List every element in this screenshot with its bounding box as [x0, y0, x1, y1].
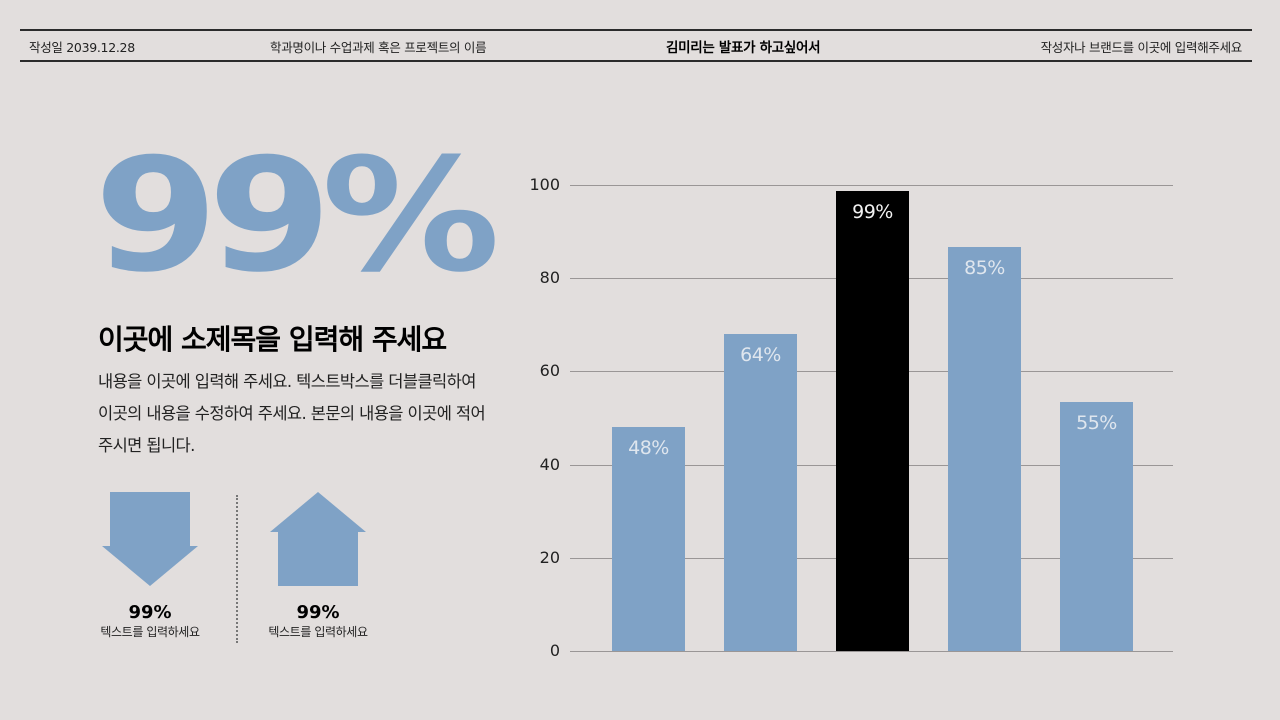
header-date: 작성일 2039.12.28 [29, 40, 135, 55]
bar-value-label: 99% [852, 201, 893, 224]
y-axis-tick-label: 80 [539, 268, 560, 288]
chart-bar[interactable]: 64% [724, 334, 797, 651]
bar-value-label: 55% [1076, 412, 1117, 435]
bar-value-label: 85% [964, 256, 1005, 279]
bar-value-label: 48% [628, 437, 669, 460]
house-arrow-up-icon [248, 490, 388, 602]
hero-body-text: 내용을 이곳에 입력해 주세요. 텍스트박스를 더블클릭하여 이곳의 내용을 수… [98, 372, 486, 455]
hero-big-number: 99% [94, 125, 500, 308]
stat-card-down: 99% 텍스트를 입력하세요 [80, 490, 220, 640]
header-author: 작성자나 브랜드를 이곳에 입력해주세요 [1040, 40, 1243, 55]
stat-card-up: 99% 텍스트를 입력하세요 [248, 490, 388, 640]
stat-value: 99% [296, 602, 340, 623]
y-axis-tick-label: 0 [549, 641, 560, 660]
stat-divider [236, 495, 238, 643]
header-course-name: 학과명이나 수업과제 혹은 프로젝트의 이름 [270, 40, 487, 55]
y-axis-tick-label: 20 [539, 547, 560, 567]
arrow-down-icon [80, 490, 220, 602]
bar-value-label: 64% [740, 344, 781, 367]
y-axis-tick-label: 40 [539, 454, 560, 474]
chart-bar[interactable]: 48% [612, 427, 685, 651]
stat-label: 텍스트를 입력하세요 [100, 625, 200, 639]
header-bar: 작성일 2039.12.28 학과명이나 수업과제 혹은 프로젝트의 이름 김미… [20, 29, 1252, 62]
y-axis-tick-label: 100 [529, 175, 560, 194]
y-axis-tick-label: 60 [539, 361, 560, 381]
gridline [570, 185, 1173, 186]
header-presentation-title: 김미리는 발표가 하고싶어서 [666, 40, 821, 56]
stat-label: 텍스트를 입력하세요 [268, 625, 368, 639]
stat-value: 99% [128, 602, 172, 623]
chart-bar[interactable]: 99% [836, 191, 909, 651]
hero-subtitle: 이곳에 소제목을 입력해 주세요 [98, 323, 447, 356]
chart-bar[interactable]: 55% [1060, 402, 1133, 651]
gridline [570, 651, 1173, 652]
chart-bar[interactable]: 85% [948, 246, 1021, 651]
